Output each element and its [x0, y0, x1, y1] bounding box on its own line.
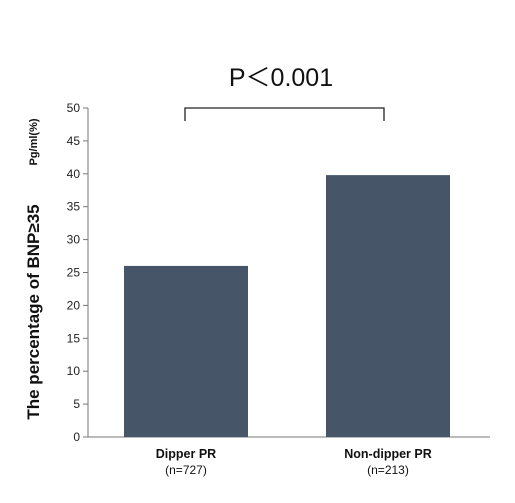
y-tick-label: 20 [67, 298, 81, 312]
y-tick-label: 50 [67, 101, 81, 115]
y-axis-ticks: 0 5 10 15 20 25 30 35 40 45 50 [67, 101, 88, 444]
y-tick-label: 40 [67, 167, 81, 181]
y-tick-label: 10 [67, 364, 81, 378]
category-sample-size: (n=213) [367, 463, 409, 477]
y-tick-label: 5 [73, 397, 80, 411]
bars [124, 175, 450, 437]
category-labels: Dipper PR (n=727) Non-dipper PR (n=213) [156, 447, 432, 477]
category-sample-size: (n=727) [165, 463, 207, 477]
category-label: Non-dipper PR [344, 447, 432, 461]
category-label: Dipper PR [156, 447, 216, 461]
bar-dipper-pr [124, 265, 248, 437]
y-axis-unit-label: Pg/ml(%) [28, 118, 40, 165]
significance-bracket [184, 107, 385, 121]
p-value-annotation: P＜0.001 [229, 64, 333, 92]
bar-non-dipper-pr [326, 175, 450, 437]
y-tick-label: 0 [73, 430, 80, 444]
y-tick-label: 30 [67, 233, 81, 247]
y-tick-label: 45 [67, 134, 81, 148]
y-tick-label: 25 [67, 266, 81, 280]
y-tick-label: 35 [67, 200, 81, 214]
y-axis-label: The percentage of BNP≥35 [24, 204, 43, 419]
y-tick-label: 15 [67, 331, 81, 345]
